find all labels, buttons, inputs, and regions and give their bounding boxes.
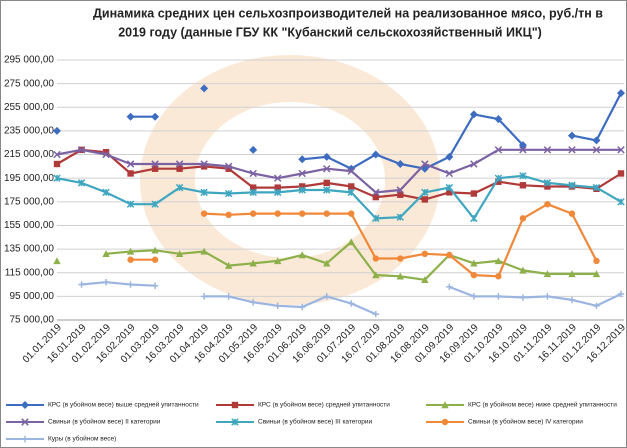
point (127, 257, 133, 263)
chart-title: Динамика средних цен сельхозпроизводител… (93, 6, 603, 20)
point (422, 196, 428, 202)
point (446, 252, 452, 258)
point (471, 190, 477, 196)
point (544, 201, 550, 207)
y-tick-label: 95 000,00 (10, 291, 55, 302)
watermark-shape (195, 102, 385, 258)
y-tick-label: 275 000,00 (4, 78, 54, 89)
y-tick-label: 195 000,00 (4, 173, 54, 184)
point (250, 210, 256, 216)
watermark (140, 55, 440, 305)
y-tick-label: 115 000,00 (5, 267, 55, 278)
legend-label: Свиньи (в убойном весе) III категории (258, 418, 373, 426)
legend-label: Свиньи (в убойном весе) II категории (48, 418, 161, 426)
legend-marker (442, 419, 448, 425)
point (348, 183, 354, 189)
point (471, 272, 477, 278)
point (324, 210, 330, 216)
point (127, 170, 133, 176)
point (373, 255, 379, 261)
legend-marker (232, 402, 238, 408)
point (348, 210, 354, 216)
point (201, 210, 207, 216)
point (618, 170, 624, 176)
point (152, 257, 158, 263)
legend-label: КРС (в убойном весе) выше средней упитан… (48, 401, 199, 409)
legend-label: КРС (в убойном весе) средней упитанности (258, 401, 390, 409)
chart: Динамика средних цен сельхозпроизводител… (0, 0, 627, 448)
y-tick-label: 75 000,00 (10, 315, 55, 326)
point (397, 255, 403, 261)
y-tick-label: 295 000,00 (4, 55, 54, 66)
point (54, 161, 60, 167)
point (569, 210, 575, 216)
point (299, 210, 305, 216)
y-tick-label: 235 000,00 (4, 126, 54, 137)
y-tick-label: 175 000,00 (4, 196, 54, 207)
point (324, 180, 330, 186)
y-tick-label: 215 000,00 (4, 149, 54, 160)
y-tick-label: 155 000,00 (4, 220, 54, 231)
point (495, 273, 501, 279)
legend-label: КРС (в убойном весе) ниже средней упитан… (468, 401, 617, 409)
legend-label: Куры (в убойном весе) (48, 435, 116, 443)
y-tick-label: 255 000,00 (4, 102, 54, 113)
point (593, 258, 599, 264)
legend-label: Свиньи (в убойном весе) IV категории (468, 418, 583, 426)
y-tick-label: 135 000,00 (4, 244, 54, 255)
point (520, 215, 526, 221)
point (225, 212, 231, 218)
point (274, 210, 280, 216)
chart-title: 2019 году (данные ГБУ КК "Кубанский сель… (118, 25, 542, 39)
point (422, 251, 428, 257)
point (520, 182, 526, 188)
